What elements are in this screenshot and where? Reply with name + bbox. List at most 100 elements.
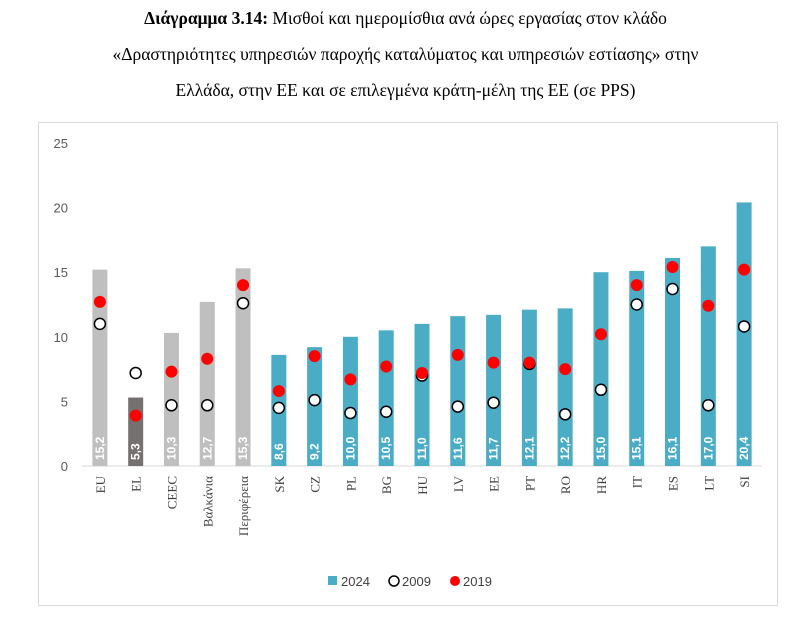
marker-2009-LV <box>451 400 465 413</box>
bar-value-label: 12,1 <box>522 436 536 460</box>
y-tick-label: 5 <box>61 394 68 409</box>
bar-value-label: 11,6 <box>451 437 465 460</box>
legend-2024-label: 2024 <box>341 574 370 589</box>
bar-value-label: 11,0 <box>415 437 429 460</box>
marker-2009-IT <box>630 298 643 311</box>
x-category-label: SK <box>272 475 287 492</box>
legend-2019-marker <box>450 576 460 586</box>
caption-line-1: Διάγραμμα 3.14: Μισθοί και ημερομίσθια α… <box>0 0 811 36</box>
bar-HR <box>593 272 609 466</box>
bar-value-label: 12,7 <box>200 436 214 460</box>
x-category-label: HU <box>415 475 430 494</box>
x-category-label: EL <box>129 476 144 492</box>
x-category-label: SI <box>737 476 752 488</box>
marker-2019-PT <box>523 356 536 369</box>
bar-PL <box>342 336 358 466</box>
marker-2009-RO <box>558 408 572 421</box>
bar-EU <box>92 269 108 466</box>
bar-EE <box>486 314 502 466</box>
x-category-label: PL <box>343 476 358 491</box>
bar-value-label: 17,0 <box>701 436 715 460</box>
bar-value-label: 10,0 <box>343 436 357 460</box>
caption-label: Διάγραμμα 3.14: <box>144 8 269 28</box>
marker-2009-BG <box>379 405 393 418</box>
caption-line-2: «Δραστηριότητες υπηρεσιών παροχής καταλύ… <box>112 44 699 64</box>
bar-value-label: 20,4 <box>737 436 751 460</box>
marker-2019-PL <box>344 373 357 386</box>
bar-value-label: 9,2 <box>308 443 322 460</box>
marker-2019-CZ <box>308 350 321 363</box>
x-category-label: RO <box>558 476 573 494</box>
legend-2009-label: 2009 <box>402 574 431 589</box>
marker-2019-Βαλκάνια <box>201 352 214 365</box>
x-category-label: PT <box>522 476 537 491</box>
bar-CZ <box>307 347 323 466</box>
legend-2009-marker <box>388 575 400 587</box>
x-category-label: IT <box>630 476 645 488</box>
caption-line-1-text: Μισθοί και ημερομίσθια ανά ώρες εργασίας… <box>268 8 667 28</box>
marker-2019-EU <box>93 295 106 308</box>
marker-2019-Περιφέρεια <box>237 279 250 292</box>
bar-value-label: 12,2 <box>558 436 572 460</box>
caption-line-3: Ελλάδα, στην ΕΕ και σε επιλεγμένα κράτη-… <box>175 80 636 100</box>
chart-frame <box>38 122 778 606</box>
marker-2019-ES <box>666 261 679 274</box>
marker-2009-PL <box>344 406 357 420</box>
bar-IT <box>629 270 645 466</box>
marker-2019-RO <box>559 363 572 376</box>
marker-2019-CEEC <box>165 365 178 378</box>
bar-Περιφέρεια <box>235 268 251 466</box>
bar-LT <box>700 246 716 466</box>
bar-PT <box>521 309 537 466</box>
marker-2019-SI <box>738 263 751 276</box>
marker-2019-IT <box>630 279 643 292</box>
legend-2019-label: 2019 <box>463 574 492 589</box>
marker-2009-SK <box>272 401 286 415</box>
bar-value-label: 11,7 <box>487 437 501 460</box>
x-category-label: HR <box>594 476 609 494</box>
x-category-label: LV <box>451 475 466 492</box>
y-tick-label: 20 <box>54 201 68 216</box>
bar-value-label: 15,0 <box>594 436 608 460</box>
chart-caption: Διάγραμμα 3.14: Μισθοί και ημερομίσθια α… <box>0 0 811 108</box>
marker-2019-EE <box>487 356 500 369</box>
marker-2009-ES <box>666 282 679 296</box>
marker-2019-BG <box>380 360 393 373</box>
x-category-label: EE <box>487 476 502 492</box>
bar-value-label: 15,1 <box>630 436 644 460</box>
marker-2009-EU <box>93 317 107 331</box>
x-category-label: ES <box>666 476 681 491</box>
marker-2019-HU <box>416 366 428 379</box>
x-category-label: CEEC <box>164 476 179 509</box>
y-tick-label: 10 <box>54 330 68 345</box>
bar-RO <box>557 308 573 466</box>
legend-2024-swatch <box>328 576 337 585</box>
x-category-label: CZ <box>308 476 323 493</box>
marker-2009-HR <box>594 383 608 397</box>
x-category-label: Περιφέρεια <box>236 476 251 536</box>
x-category-label: EU <box>93 475 108 493</box>
marker-2019-EL <box>129 409 142 422</box>
y-tick-label: 0 <box>61 459 68 474</box>
x-category-label: Βαλκάνια <box>200 476 215 527</box>
marker-2019-SK <box>272 385 285 398</box>
bar-value-label: 10,3 <box>164 436 178 460</box>
bar-HU <box>414 323 430 466</box>
bar-value-label: 15,2 <box>93 436 107 460</box>
bar-ES <box>665 257 681 466</box>
marker-2009-CZ <box>308 393 321 407</box>
y-tick-label: 15 <box>54 265 68 280</box>
x-category-label: BG <box>379 476 394 494</box>
bar-value-label: 10,5 <box>379 436 393 460</box>
marker-2009-SI <box>737 320 751 333</box>
marker-2019-LV <box>451 348 464 361</box>
marker-2009-EE <box>487 396 500 409</box>
marker-2019-LT <box>702 299 715 312</box>
bar-value-label: 15,3 <box>236 436 250 460</box>
marker-2009-LT <box>702 399 715 412</box>
marker-2019-HR <box>594 328 607 341</box>
marker-2009-Περιφέρεια <box>236 296 250 310</box>
bar-value-label: 16,1 <box>666 436 680 460</box>
bar-Βαλκάνια <box>199 301 215 466</box>
